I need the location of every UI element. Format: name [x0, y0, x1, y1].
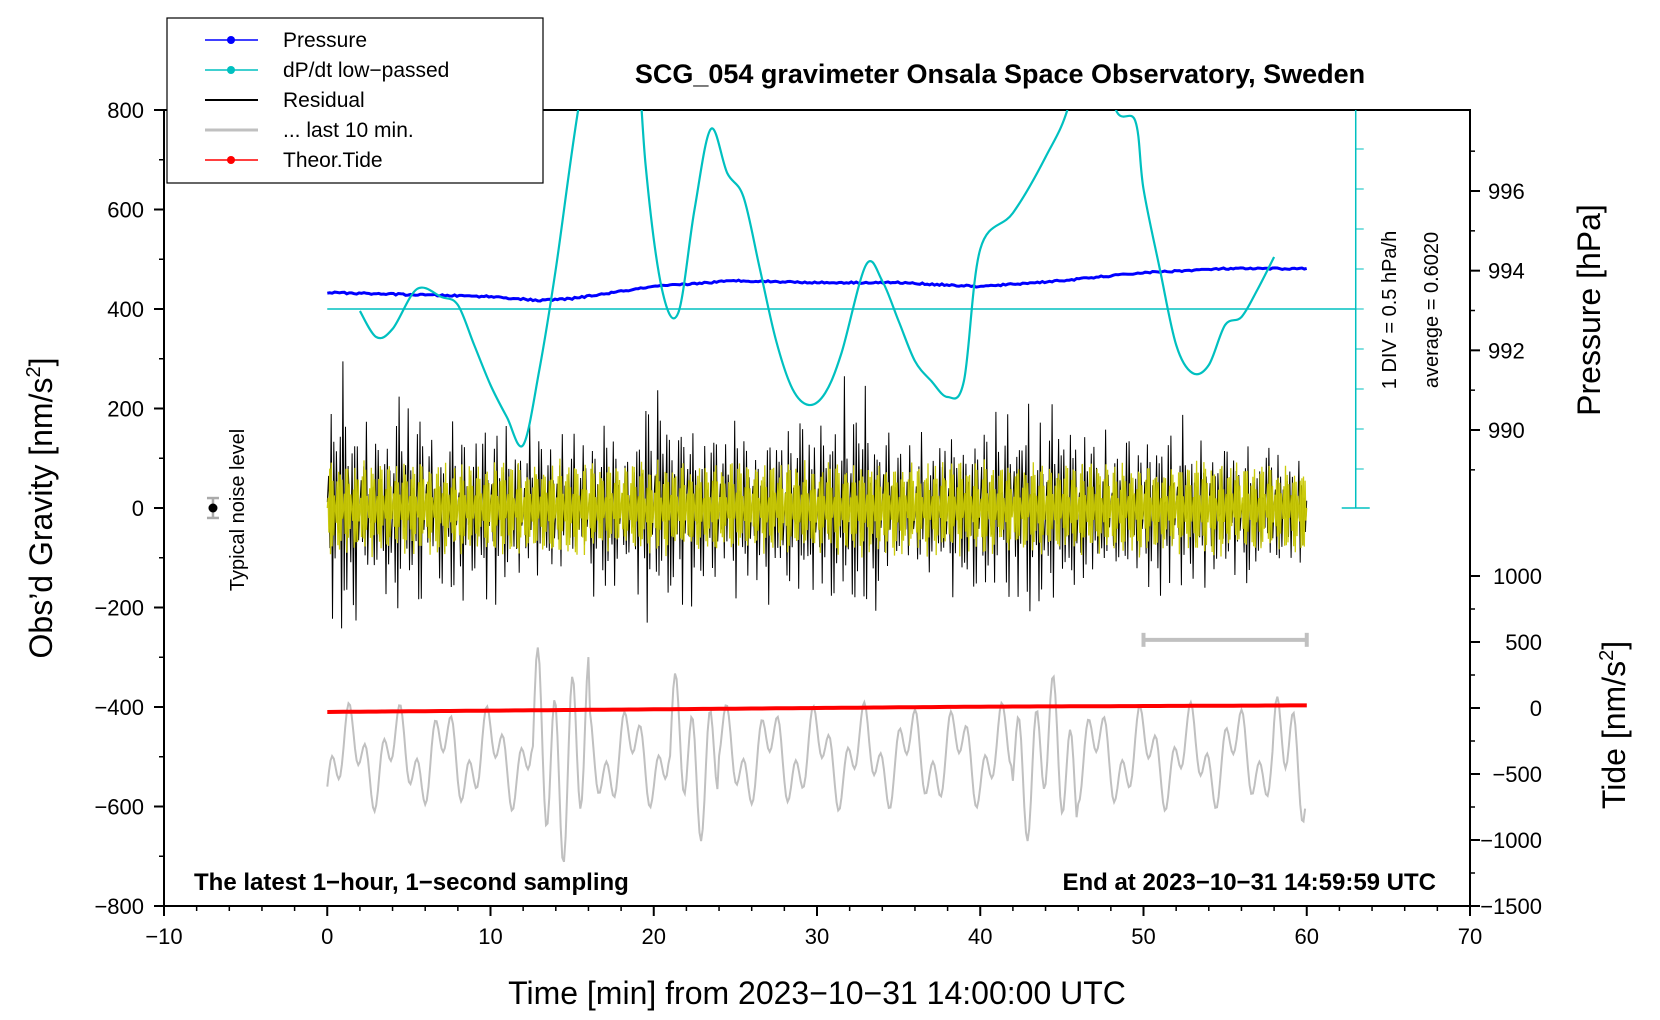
- x-tick-label: 20: [642, 924, 666, 949]
- legend-marker: [227, 156, 235, 164]
- legend-label: Pressure: [283, 29, 367, 52]
- tide-tick-label: −500: [1492, 762, 1542, 787]
- y-axis-title-pressure: Pressure [hPa]: [1571, 204, 1607, 416]
- svg-text:Obs’d Gravity [nm/s2]: Obs’d Gravity [nm/s2]: [23, 358, 59, 659]
- svg-text:Pressure [hPa]: Pressure [hPa]: [1571, 204, 1607, 416]
- svg-text:Typical noise level: Typical noise level: [227, 429, 249, 591]
- legend-label: Residual: [283, 89, 365, 112]
- pressure-tick-label: 990: [1488, 418, 1525, 443]
- chart-title: SCG_054 gravimeter Onsala Space Observat…: [635, 59, 1365, 89]
- filtered-residual-line: [326, 458, 1308, 558]
- x-tick-label: 10: [478, 924, 502, 949]
- svg-text:Tide [nm/s2]: Tide [nm/s2]: [1596, 641, 1632, 809]
- y-tick-label: 600: [107, 198, 144, 223]
- bottom-right-note: End at 2023−10−31 14:59:59 UTC: [1062, 869, 1436, 896]
- legend-label: Theor.Tide: [283, 149, 383, 172]
- pressure-tick-label: 994: [1488, 259, 1525, 284]
- legend-label: dP/dt low−passed: [283, 59, 449, 82]
- x-tick-label: 30: [805, 924, 829, 949]
- noise-level-label: Typical noise level: [227, 429, 249, 591]
- tide-tick-label: 500: [1505, 630, 1542, 655]
- pressure-line: [327, 266, 1308, 303]
- tide-tick-label: 0: [1530, 696, 1542, 721]
- y-axis-title-tide: Tide [nm/s2]: [1596, 641, 1632, 809]
- x-tick-label: 50: [1131, 924, 1155, 949]
- dpdt-average-label: average = 0.6020: [1421, 232, 1443, 388]
- pressure-tick-label: 992: [1488, 338, 1525, 363]
- y-tick-label: 800: [107, 98, 144, 123]
- theor-tide-line: [327, 703, 1307, 714]
- y-tick-label: 0: [132, 496, 144, 521]
- dpdt-line: [358, 110, 1276, 448]
- y-tick-label: −600: [94, 795, 144, 820]
- y-tick-label: 200: [107, 397, 144, 422]
- dpdt-scale-label: 1 DIV = 0.5 hPa/h: [1379, 231, 1401, 389]
- pressure-tick-label: 996: [1488, 179, 1525, 204]
- y-tick-label: −400: [94, 695, 144, 720]
- legend-marker: [227, 36, 235, 44]
- last-10-min-line: [326, 647, 1307, 863]
- legend: Pressure dP/dt low−passed Residual ... last…: [166, 17, 544, 184]
- y-tick-label: 400: [107, 297, 144, 322]
- x-tick-label: 40: [968, 924, 992, 949]
- y-tick-label: −800: [94, 894, 144, 919]
- x-tick-label: 70: [1458, 924, 1482, 949]
- svg-text:1 DIV = 0.5 hPa/h: 1 DIV = 0.5 hPa/h: [1379, 231, 1401, 389]
- legend-marker: [227, 66, 235, 74]
- tide-tick-label: −1500: [1480, 894, 1542, 919]
- curves-layer: [206, 110, 1370, 863]
- x-tick-label: −10: [145, 924, 182, 949]
- x-tick-label: 60: [1295, 924, 1319, 949]
- noise-marker: [208, 503, 218, 513]
- y-axis-title-left: Obs’d Gravity [nm/s2]: [23, 358, 59, 659]
- axes-layer: −10 0 10 20 30 40 50 60 70 800 600 400 200 0 −200 −400 −…: [94, 98, 1542, 949]
- x-tick-label: 0: [321, 924, 333, 949]
- tide-tick-label: 1000: [1493, 564, 1542, 589]
- tide-tick-label: −1000: [1480, 828, 1542, 853]
- legend-label: ... last 10 min.: [283, 119, 414, 142]
- svg-text:average = 0.6020: average = 0.6020: [1421, 232, 1443, 388]
- bottom-left-note: The latest 1−hour, 1−second sampling: [194, 869, 629, 896]
- y-tick-label: −200: [94, 596, 144, 621]
- x-axis-title: Time [min] from 2023−10−31 14:00:00 UTC: [508, 975, 1126, 1011]
